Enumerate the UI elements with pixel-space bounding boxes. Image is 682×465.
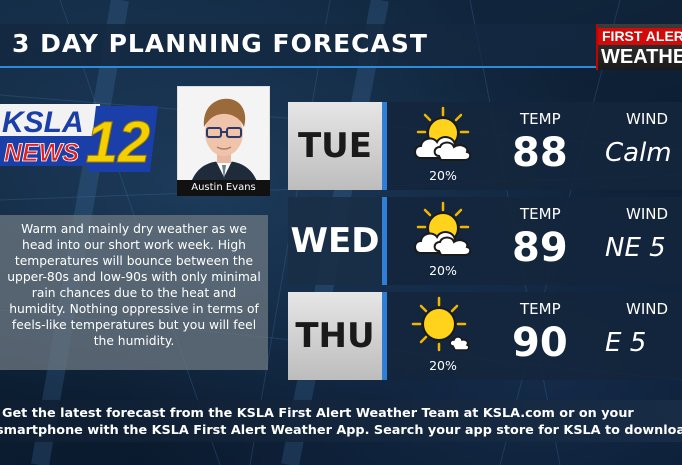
channel-number: 12 bbox=[86, 110, 151, 175]
forecast-row-wed: WED 20% TEMP WIND 89 NE 5 bbox=[288, 197, 682, 285]
temp-value: 89 bbox=[512, 225, 568, 271]
forecast-summary-box: Warm and mainly dry weather as we head i… bbox=[0, 215, 268, 370]
wind-label: WIND bbox=[626, 110, 669, 128]
forecast-panel: 20% TEMP WIND 89 NE 5 bbox=[387, 197, 682, 285]
temp-label: TEMP bbox=[520, 300, 561, 318]
brand-bottom-text: WEATHER bbox=[601, 46, 682, 68]
row-accent bbox=[382, 292, 387, 380]
wind-label: WIND bbox=[626, 300, 669, 318]
ksla-news-12-logo: 12 KSLA NEWS bbox=[0, 100, 160, 178]
forecast-row-tue: TUE 20% TEMP WIND 88 Calm bbox=[288, 102, 682, 190]
forecast-summary: Warm and mainly dry weather as we head i… bbox=[7, 222, 261, 348]
forecast-panel: 20% TEMP WIND 88 Calm bbox=[387, 102, 682, 190]
anchor-name: Austin Evans bbox=[177, 180, 270, 196]
day-label: TUE bbox=[288, 102, 382, 190]
temp-label: TEMP bbox=[520, 110, 561, 128]
rain-chance: 20% bbox=[429, 358, 457, 373]
station-call-letters: KSLA bbox=[2, 106, 84, 139]
temp-value: 90 bbox=[512, 320, 568, 366]
rain-chance: 20% bbox=[429, 168, 457, 183]
mostly-sunny-icon bbox=[409, 296, 475, 356]
wind-value: NE 5 bbox=[605, 233, 666, 263]
ticker-line-2: smartphone with the KSLA First Alert Wea… bbox=[0, 423, 682, 438]
first-alert-weather-logo: FIRST ALERT WEATHER bbox=[596, 24, 682, 70]
station-news-text: NEWS bbox=[4, 139, 79, 167]
partly-cloudy-icon bbox=[409, 201, 475, 261]
wind-value: Calm bbox=[605, 138, 672, 168]
anchor-photo bbox=[177, 86, 270, 194]
ticker-line-1: Get the latest forecast from the KSLA Fi… bbox=[2, 406, 634, 421]
page-title: 3 DAY PLANNING FORECAST bbox=[12, 29, 428, 58]
wind-value: E 5 bbox=[605, 328, 647, 358]
temp-value: 88 bbox=[512, 130, 568, 176]
day-label: THU bbox=[288, 292, 382, 380]
news-ticker: Get the latest forecast from the KSLA Fi… bbox=[0, 400, 682, 442]
forecast-panel: 20% TEMP WIND 90 E 5 bbox=[387, 292, 682, 380]
brand-top-text: FIRST ALERT bbox=[598, 28, 682, 45]
row-accent bbox=[382, 102, 387, 190]
rain-chance: 20% bbox=[429, 263, 457, 278]
row-accent bbox=[382, 197, 387, 285]
day-label: WED bbox=[288, 197, 382, 285]
header-bar bbox=[0, 24, 596, 68]
forecast-row-thu: THU 20% TEMP WIND 90 E 5 bbox=[288, 292, 682, 380]
wind-label: WIND bbox=[626, 205, 669, 223]
partly-cloudy-icon bbox=[409, 106, 475, 166]
temp-label: TEMP bbox=[520, 205, 561, 223]
